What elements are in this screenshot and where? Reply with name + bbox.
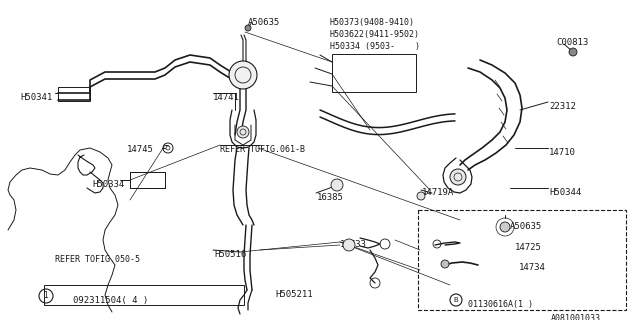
Circle shape (417, 192, 425, 200)
Text: REFER TOFIG.050-5: REFER TOFIG.050-5 (55, 255, 140, 264)
Text: A50635: A50635 (248, 18, 280, 27)
Circle shape (229, 61, 257, 89)
Text: C00813: C00813 (556, 38, 588, 47)
Text: 14725: 14725 (515, 243, 542, 252)
Text: ): ) (415, 42, 420, 51)
Bar (130, 172, 165, 188)
Bar (44, 285, 244, 305)
Bar (58, 87, 90, 101)
Text: 16385: 16385 (317, 193, 344, 202)
Bar (418, 210, 626, 310)
Circle shape (450, 169, 466, 185)
Circle shape (331, 179, 343, 191)
Circle shape (441, 260, 449, 268)
Text: 14733: 14733 (340, 240, 367, 249)
Text: H503622(9411-9502): H503622(9411-9502) (330, 30, 420, 39)
Text: H50344: H50344 (549, 188, 581, 197)
Text: A50635: A50635 (510, 222, 542, 231)
Text: REFER TOFIG.061-B: REFER TOFIG.061-B (220, 145, 305, 154)
Text: 22312: 22312 (549, 102, 576, 111)
Text: B: B (454, 297, 458, 303)
Text: 01130616A(1 ): 01130616A(1 ) (468, 300, 533, 309)
Text: A081001033: A081001033 (551, 314, 601, 320)
Text: 1: 1 (44, 292, 49, 300)
Text: 14741: 14741 (213, 93, 240, 102)
Text: H505211: H505211 (275, 290, 312, 299)
Text: H50334: H50334 (92, 180, 124, 189)
Circle shape (500, 222, 510, 232)
Circle shape (343, 239, 355, 251)
Circle shape (237, 126, 249, 138)
Text: 092311504( 4 ): 092311504( 4 ) (73, 296, 148, 305)
Text: H50334 (9503-: H50334 (9503- (330, 42, 395, 51)
Text: 14745: 14745 (127, 145, 154, 154)
Text: H50341: H50341 (20, 93, 52, 102)
Text: H50373(9408-9410): H50373(9408-9410) (330, 18, 415, 27)
Circle shape (245, 25, 251, 31)
Bar (332, 54, 416, 92)
Text: ①: ① (334, 182, 340, 188)
Text: 14734: 14734 (519, 263, 546, 272)
Text: ①: ① (346, 243, 352, 247)
Circle shape (569, 48, 577, 56)
Text: H50516: H50516 (214, 250, 246, 259)
Text: 14710: 14710 (549, 148, 576, 157)
Text: 14719A: 14719A (422, 188, 454, 197)
Bar (130, 172, 165, 188)
